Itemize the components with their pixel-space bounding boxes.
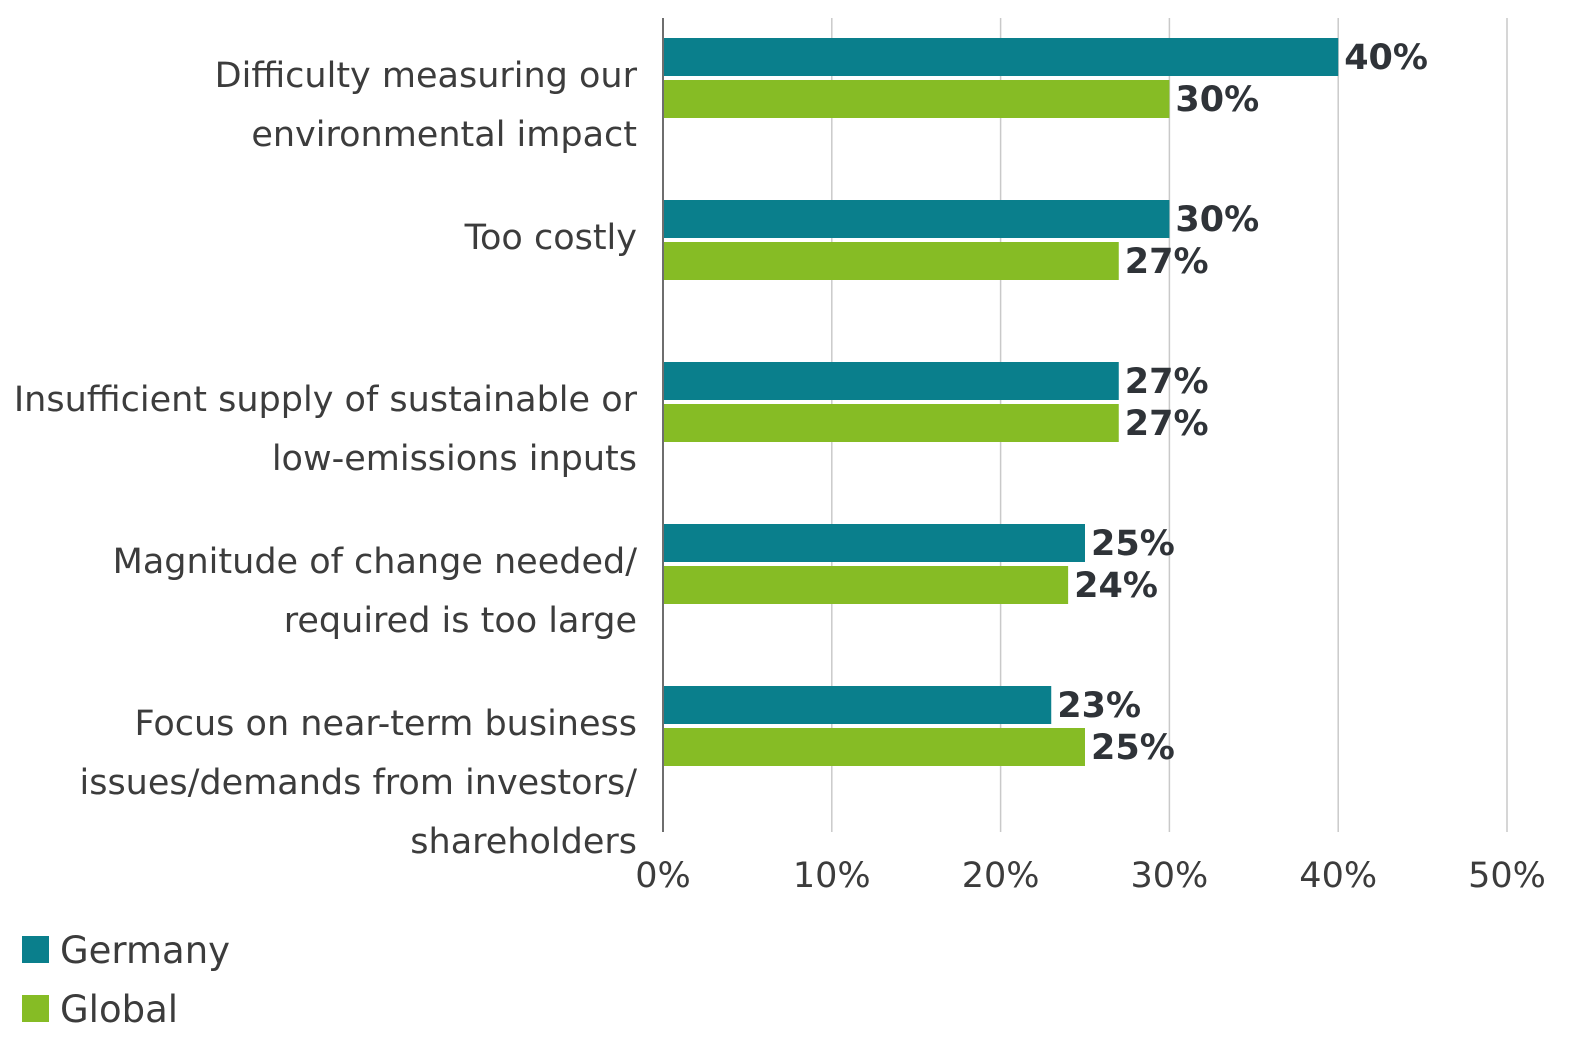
category-label: Too costly — [464, 218, 637, 258]
bar-global — [663, 566, 1069, 604]
bar-global — [663, 242, 1119, 280]
data-label: 25% — [1091, 524, 1175, 564]
category-label: shareholders — [410, 822, 637, 862]
data-label: 27% — [1125, 242, 1209, 282]
x-tick-label: 10% — [793, 856, 871, 896]
category-label: Insufficient supply of sustainable or — [14, 380, 638, 420]
data-label: 30% — [1175, 80, 1259, 120]
x-tick-labels: 0% 10% 20% 30% 40% 50% — [635, 856, 1546, 896]
bar-germany — [663, 362, 1119, 400]
bars — [663, 38, 1339, 766]
x-tick-label: 50% — [1468, 856, 1546, 896]
category-label: Focus on near-term business — [134, 704, 637, 744]
legend: Germany Global — [22, 929, 230, 1031]
data-label: 40% — [1344, 38, 1428, 78]
data-label: 23% — [1057, 686, 1141, 726]
legend-swatch-germany — [22, 936, 49, 963]
x-tick-label: 0% — [635, 856, 691, 896]
bar-germany — [663, 200, 1170, 238]
bar-germany — [663, 686, 1052, 724]
data-label: 25% — [1091, 728, 1175, 768]
category-label: Difficulty measuring our — [215, 56, 638, 96]
category-label: environmental impact — [251, 115, 637, 155]
legend-label-global: Global — [60, 988, 178, 1031]
data-label: 27% — [1125, 362, 1209, 402]
category-labels: Difficulty measuring our environmental im… — [14, 56, 638, 862]
bar-global — [663, 404, 1119, 442]
x-tick-label: 30% — [1131, 856, 1209, 896]
category-label: issues/demands from investors/ — [79, 763, 637, 803]
legend-label-germany: Germany — [60, 929, 230, 972]
category-label: Magnitude of change needed/ — [113, 542, 638, 582]
data-labels: 40%30%27%25%23%30%27%27%24%25% — [1057, 38, 1428, 768]
x-tick-label: 20% — [962, 856, 1040, 896]
data-label: 30% — [1175, 200, 1259, 240]
data-label: 27% — [1125, 404, 1209, 444]
category-label: required is too large — [284, 601, 637, 641]
data-label: 24% — [1074, 566, 1158, 606]
bar-global — [663, 728, 1085, 766]
category-label: low-emissions inputs — [272, 439, 637, 479]
bar-germany — [663, 524, 1085, 562]
bar-global — [663, 80, 1170, 118]
legend-swatch-global — [22, 995, 49, 1022]
x-tick-label: 40% — [1299, 856, 1377, 896]
bar-germany — [663, 38, 1339, 76]
